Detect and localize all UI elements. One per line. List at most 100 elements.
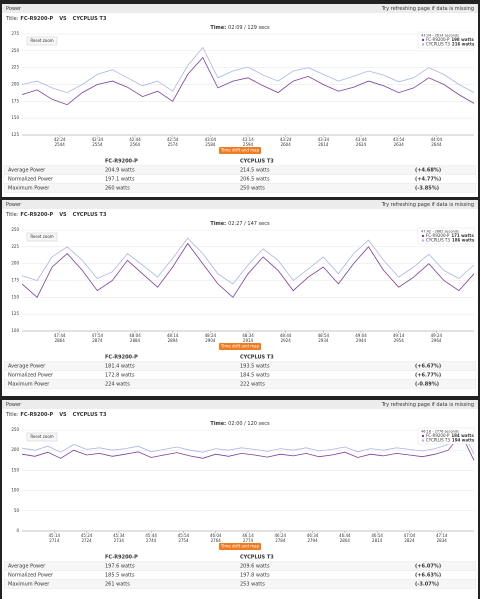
title-prefix: Title: [5,16,19,22]
panel-header [2,200,478,209]
time-line: Time: 02:27 / 147 secs [210,221,270,227]
table-cell: Normalized Power [8,177,54,183]
panel [2,4,478,197]
drift-button[interactable] [219,543,261,550]
x-tick-label: 45:24 [81,533,93,538]
y-tick-label: 200 [11,261,19,266]
table-header: CYCPLUS T3 [240,555,274,561]
time-value: 02:00 / 120 secs [228,421,270,427]
table-row [3,379,477,389]
table-cell: 206.5 watts [240,177,270,183]
table-cell: 261 watts [105,582,130,588]
legend-header: 47:42 - 2862 seconds [421,230,459,234]
title-prefix: Title: [5,212,19,218]
reset-zoom-button[interactable] [26,432,58,442]
legend-value: 198 watts [451,37,474,42]
x-tick-label: 42:54 [167,137,179,142]
series-line [21,433,475,461]
x-tick-seconds: 2634 [394,142,405,147]
table-header: FC-R9200-P [105,555,138,561]
time-line: Time: 02:09 / 129 secs [210,25,270,31]
x-tick-seconds: 2774 [243,538,254,543]
x-tick-label: 45:54 [178,533,190,538]
x-tick-label: 42:24 [54,137,66,142]
x-tick-seconds: 2604 [281,142,292,147]
table-cell: 185.5 watts [105,573,135,579]
x-tick-seconds: 2944 [356,338,367,343]
series-line [21,46,475,94]
title-vs: VS [59,16,67,22]
legend-name: FC-R9200-P [426,37,450,42]
panel-header [2,400,478,409]
x-tick-seconds: 2544 [55,142,66,147]
x-tick-label: 46:44 [339,533,351,538]
x-tick-label: 45:34 [113,533,125,538]
table-cell: 209.6 watts [240,564,270,570]
x-tick-seconds: 2824 [404,538,415,543]
table-row [3,579,477,589]
table-cell: 193.5 watts [240,364,270,370]
reset-zoom-button[interactable] [26,36,58,46]
table-cell: 260 watts [105,186,130,192]
table-cell: Average Power [8,564,46,570]
legend-entry: CYCPLUS T3 194 watts [426,438,475,443]
y-tick-label: 225 [11,244,19,249]
title-a: FC-R9200-P [20,212,53,218]
legend-name: FC-R9200-P [426,433,450,438]
table-cell: (+6.77%) [415,373,441,379]
x-tick-label: 42:34 [92,137,104,142]
x-tick-seconds: 2834 [437,538,448,543]
legend-entry: CYCPLUS T3 186 watts [426,238,475,243]
table-cell: (-0.89%) [415,382,439,388]
table-cell: Average Power [8,364,46,370]
x-tick-label: 46:14 [242,533,254,538]
x-tick-seconds: 2874 [92,338,103,343]
x-tick-label: 47:54 [92,333,104,338]
table-cell: 222 watts [240,382,265,388]
x-tick-label: 45:14 [49,533,61,538]
x-tick-seconds: 2614 [318,142,329,147]
title-b: CYCPLUS T3 [73,16,107,22]
panel-title: Power [6,202,22,208]
legend-entry: FC-R9200-P 171 watts [426,233,474,238]
x-tick-label: 44:04 [431,137,443,142]
table-header: CYCPLUS T3 [240,355,274,361]
table-cell: 197.6 watts [105,564,135,570]
time-value: 02:27 / 147 secs [228,221,270,227]
table-cell: 250 watts [240,186,265,192]
x-tick-seconds: 2904 [205,338,216,343]
table-cell: 214.5 watts [240,168,270,174]
x-tick-label: 48:54 [318,333,330,338]
y-tick-label: 100 [11,488,19,493]
time-label: Time: [210,221,226,227]
x-tick-seconds: 2804 [340,538,351,543]
x-tick-seconds: 2744 [146,538,157,543]
table-row [3,183,477,193]
series-line [21,237,475,285]
title-line: Title: FC-R9200-P VS CYCPLUS T3 [5,16,107,22]
title-b: CYCPLUS T3 [73,412,107,418]
legend-box [417,31,475,49]
y-tick-label: 250 [11,227,19,232]
y-tick-label: 225 [11,65,19,70]
time-line: Time: 02:00 / 120 secs [210,421,270,427]
y-tick-label: 250 [11,427,19,432]
table-cell: Normalized Power [8,373,54,379]
table-header: FC-R9200-P [105,355,138,361]
x-tick-label: 43:54 [393,137,405,142]
x-tick-label: 47:04 [404,533,416,538]
reset-zoom-button[interactable] [26,232,58,242]
x-tick-seconds: 2884 [130,338,141,343]
x-tick-seconds: 2594 [243,142,254,147]
y-tick-label: 0 [16,528,19,533]
table-cell: Maximum Power [8,186,50,192]
x-tick-label: 43:44 [355,137,367,142]
title-vs: VS [59,412,67,418]
drift-button[interactable] [219,343,261,350]
drift-button[interactable] [219,147,261,154]
table-cell: 204.9 watts [105,168,135,174]
table-cell: (+6.63%) [415,573,441,579]
x-tick-label: 46:34 [307,533,319,538]
